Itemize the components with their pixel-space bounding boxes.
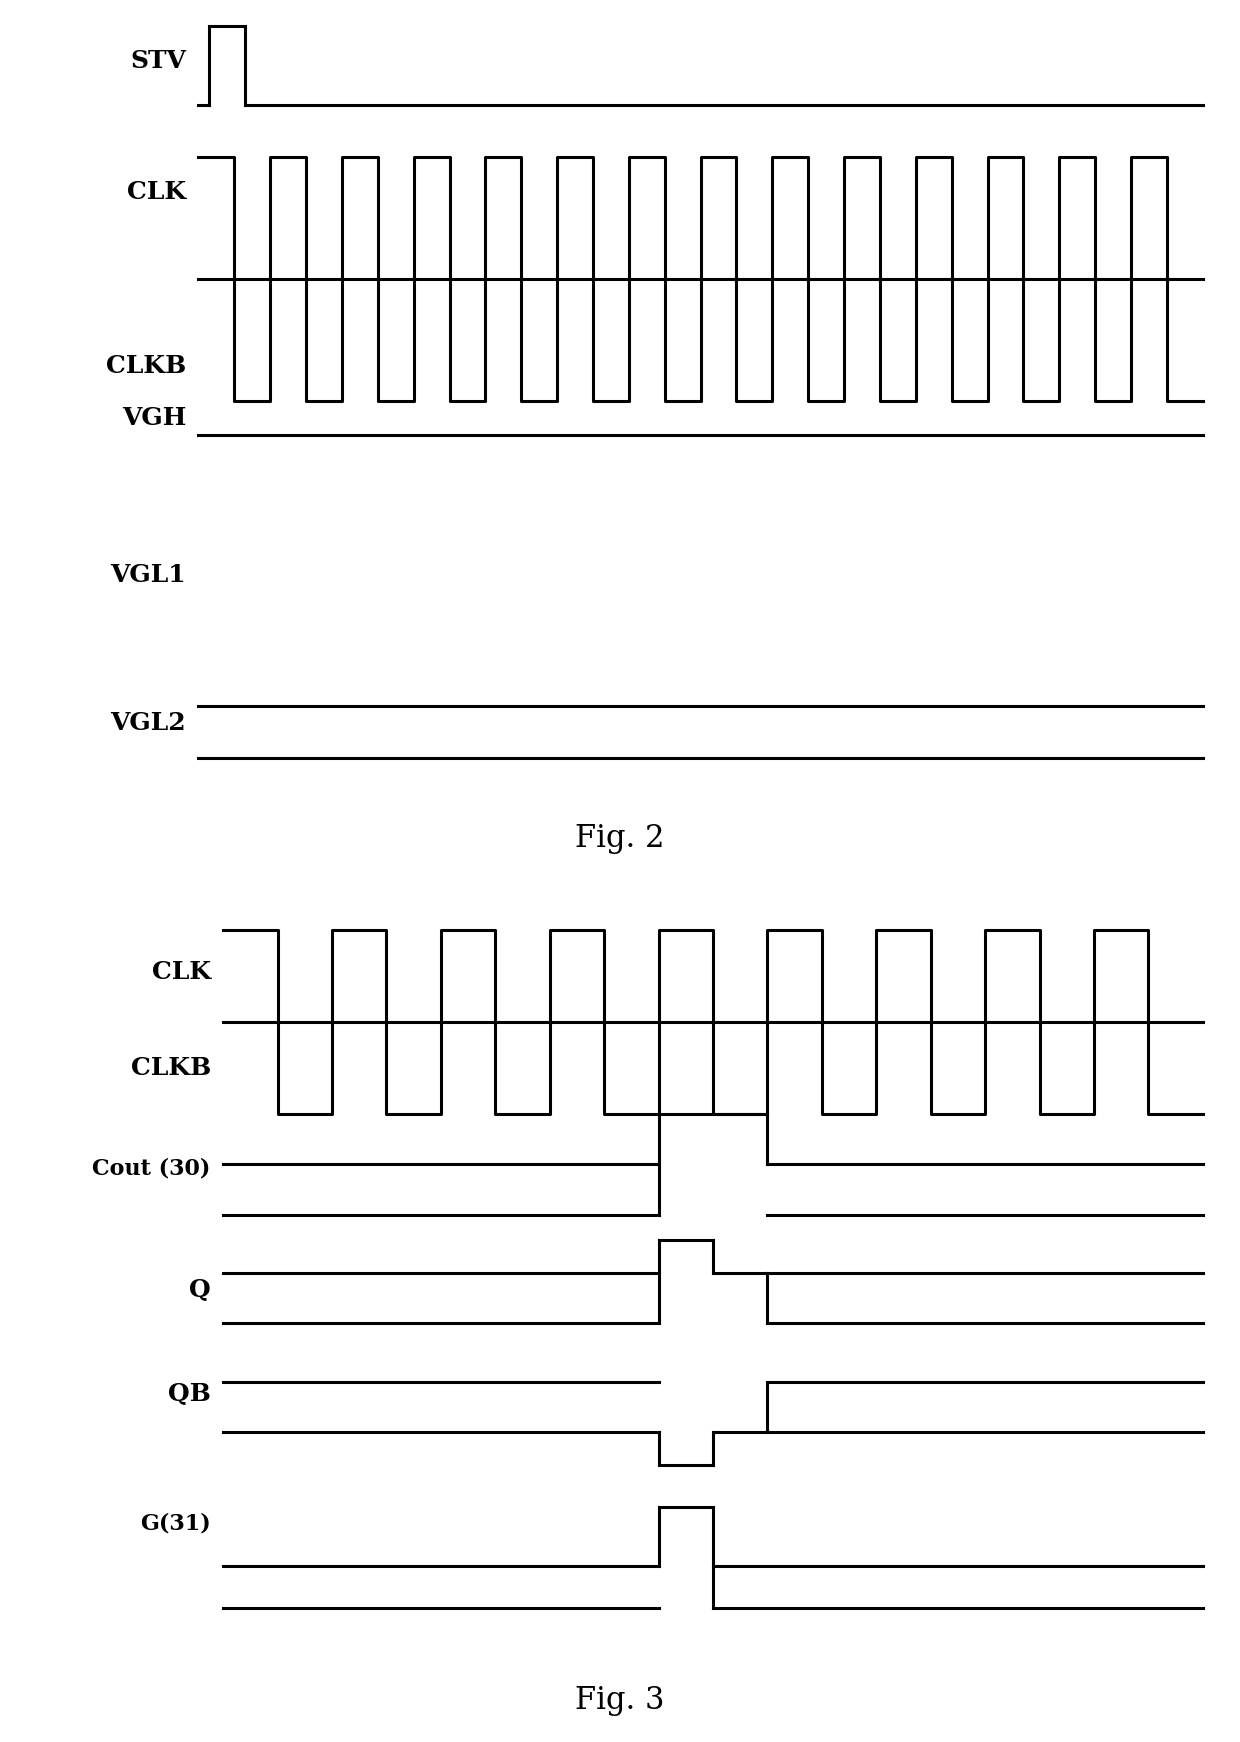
- Text: CLKB: CLKB: [105, 354, 186, 378]
- Text: VGL1: VGL1: [110, 563, 186, 587]
- Text: G(31): G(31): [140, 1512, 211, 1535]
- Text: CLK: CLK: [126, 179, 186, 204]
- Text: QB: QB: [167, 1383, 211, 1406]
- Text: STV: STV: [130, 49, 186, 73]
- Text: CLK: CLK: [151, 960, 211, 984]
- Text: Cout (30): Cout (30): [93, 1157, 211, 1179]
- Text: Q: Q: [188, 1279, 211, 1301]
- Text: Fig. 3: Fig. 3: [575, 1685, 665, 1716]
- Text: CLKB: CLKB: [130, 1056, 211, 1080]
- Text: VGH: VGH: [122, 406, 186, 430]
- Text: VGL2: VGL2: [110, 711, 186, 735]
- Text: Fig. 2: Fig. 2: [575, 822, 665, 854]
